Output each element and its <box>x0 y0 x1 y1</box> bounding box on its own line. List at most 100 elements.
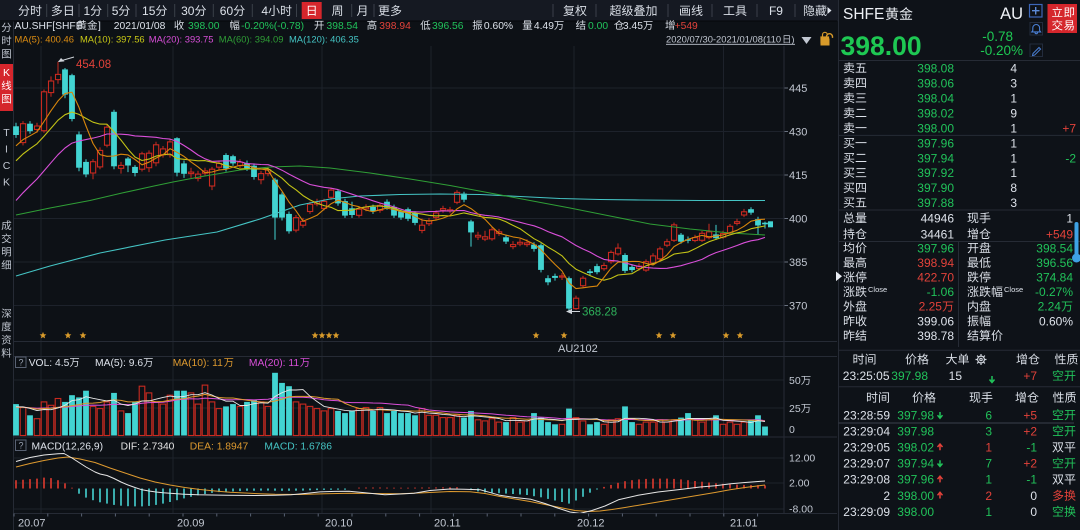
svg-text:397.94: 397.94 <box>917 151 954 165</box>
svg-text:4: 4 <box>261 4 268 18</box>
svg-text:398.00: 398.00 <box>917 121 954 135</box>
svg-text:20.12: 20.12 <box>577 518 605 530</box>
svg-text:0: 0 <box>1030 489 1037 503</box>
svg-text:374.84: 374.84 <box>1036 271 1073 285</box>
svg-text:400: 400 <box>789 214 807 226</box>
svg-text:-0.27%: -0.27% <box>1035 285 1073 299</box>
svg-text:+549: +549 <box>675 21 698 32</box>
svg-text:398.54: 398.54 <box>1036 241 1073 255</box>
svg-text:20.10: 20.10 <box>325 518 353 530</box>
svg-text:398.04: 398.04 <box>917 91 954 105</box>
svg-text:20.11: 20.11 <box>434 518 461 530</box>
svg-text:2.24: 2.24 <box>1038 300 1062 314</box>
svg-text:9: 9 <box>776 4 783 18</box>
svg-text:-0.20%: -0.20% <box>980 43 1023 58</box>
svg-text:368.28: 368.28 <box>582 307 617 319</box>
svg-text:3.45: 3.45 <box>623 21 643 32</box>
svg-text:23:29:08: 23:29:08 <box>843 473 890 487</box>
svg-text:21.01: 21.01 <box>730 518 758 530</box>
svg-text:20.09: 20.09 <box>177 518 205 530</box>
svg-text:+2: +2 <box>1023 457 1037 471</box>
svg-text:-1: -1 <box>1026 441 1037 455</box>
svg-text:50: 50 <box>789 375 801 387</box>
svg-text:44946: 44946 <box>921 211 955 225</box>
svg-text:23:25:05: 23:25:05 <box>843 369 890 383</box>
svg-text:398.00: 398.00 <box>897 489 934 503</box>
svg-text:396.56: 396.56 <box>432 21 464 32</box>
svg-text:-1.06: -1.06 <box>927 285 955 299</box>
svg-text:SHFE: SHFE <box>843 6 884 23</box>
svg-text:398.94: 398.94 <box>917 256 954 270</box>
svg-text:1: 1 <box>1010 166 1017 180</box>
svg-text:AU: AU <box>1000 5 1023 23</box>
svg-text:MA(5): 400.46: MA(5): 400.46 <box>15 34 74 45</box>
svg-text:AU.SHF[SHFE: AU.SHF[SHFE <box>15 21 83 32</box>
svg-text:MACD: 1.6786: MACD: 1.6786 <box>264 442 332 453</box>
svg-text:1: 1 <box>985 441 992 455</box>
svg-text:]: ] <box>98 21 101 32</box>
svg-text:1: 1 <box>84 4 91 18</box>
svg-text:2.25: 2.25 <box>919 300 943 314</box>
svg-text:397.88: 397.88 <box>917 196 954 210</box>
svg-text:1: 1 <box>142 4 149 18</box>
svg-text:2: 2 <box>985 489 992 503</box>
svg-text:K: K <box>3 67 10 79</box>
svg-text:4: 4 <box>1010 61 1017 75</box>
svg-text:+7: +7 <box>1062 121 1076 135</box>
svg-text:-0.78: -0.78 <box>982 29 1013 44</box>
svg-text:-1: -1 <box>1026 473 1037 487</box>
svg-text:0.60%: 0.60% <box>484 21 513 32</box>
svg-text:1: 1 <box>1010 91 1017 105</box>
svg-text:Close: Close <box>1004 285 1023 294</box>
svg-text:25: 25 <box>789 403 801 415</box>
svg-text:0: 0 <box>1030 505 1037 519</box>
svg-text:398.00: 398.00 <box>188 21 220 32</box>
svg-text:-0.20%(-0.78): -0.20%(-0.78) <box>241 21 304 32</box>
svg-text:398.08: 398.08 <box>917 61 954 75</box>
svg-text:1: 1 <box>1066 211 1073 225</box>
svg-text:3: 3 <box>1010 76 1017 90</box>
svg-text:4.49: 4.49 <box>534 21 554 32</box>
svg-text:1: 1 <box>985 505 992 519</box>
svg-text:34461: 34461 <box>921 227 955 241</box>
svg-text:398.00: 398.00 <box>841 31 922 61</box>
svg-text:Close: Close <box>868 285 887 294</box>
svg-text:2.00: 2.00 <box>789 478 810 490</box>
svg-text:6: 6 <box>985 408 992 422</box>
svg-text:-8.00: -8.00 <box>789 504 813 516</box>
svg-text:6: 6 <box>220 4 227 18</box>
svg-text:415: 415 <box>789 170 807 182</box>
svg-text:1: 1 <box>1010 151 1017 165</box>
svg-text:397.92: 397.92 <box>917 166 954 180</box>
svg-text:398.54: 398.54 <box>327 21 359 32</box>
svg-text:397.96: 397.96 <box>897 473 934 487</box>
svg-text:398.78: 398.78 <box>917 329 954 343</box>
svg-text:2020/07/30-2021/01/08(110: 2020/07/30-2021/01/08(110 <box>666 34 781 45</box>
svg-text:397.96: 397.96 <box>917 241 954 255</box>
svg-text:1: 1 <box>1010 136 1017 150</box>
svg-text:MA(10): 397.56: MA(10): 397.56 <box>80 34 145 45</box>
svg-text:K: K <box>3 177 10 189</box>
svg-text:5: 5 <box>149 4 156 18</box>
svg-text:1: 1 <box>985 473 992 487</box>
svg-text:+549: +549 <box>1046 227 1073 241</box>
svg-text:398.02: 398.02 <box>917 106 954 120</box>
svg-text:23:29:05: 23:29:05 <box>843 441 890 455</box>
svg-text:3: 3 <box>1010 196 1017 210</box>
svg-text:AU2102: AU2102 <box>558 343 598 355</box>
svg-text:396.56: 396.56 <box>1036 256 1073 270</box>
svg-text:23:28:59: 23:28:59 <box>843 408 890 422</box>
svg-text:MA(20): 11: MA(20): 11 <box>249 358 299 369</box>
svg-text:T: T <box>3 127 10 139</box>
svg-text:DIF: 2.7340: DIF: 2.7340 <box>121 442 175 453</box>
svg-text:430: 430 <box>789 127 807 139</box>
svg-text:445: 445 <box>789 83 807 95</box>
svg-text:399.06: 399.06 <box>917 314 954 328</box>
svg-text:VOL: 4.5: VOL: 4.5 <box>29 358 70 369</box>
svg-text:0.60%: 0.60% <box>1039 314 1073 328</box>
svg-text:+5: +5 <box>1023 408 1037 422</box>
svg-text:5: 5 <box>112 4 119 18</box>
svg-text:398.00: 398.00 <box>897 505 934 519</box>
svg-text:MA(120): 406.35: MA(120): 406.35 <box>289 34 359 45</box>
svg-text:DEA: 1.8947: DEA: 1.8947 <box>190 442 249 453</box>
